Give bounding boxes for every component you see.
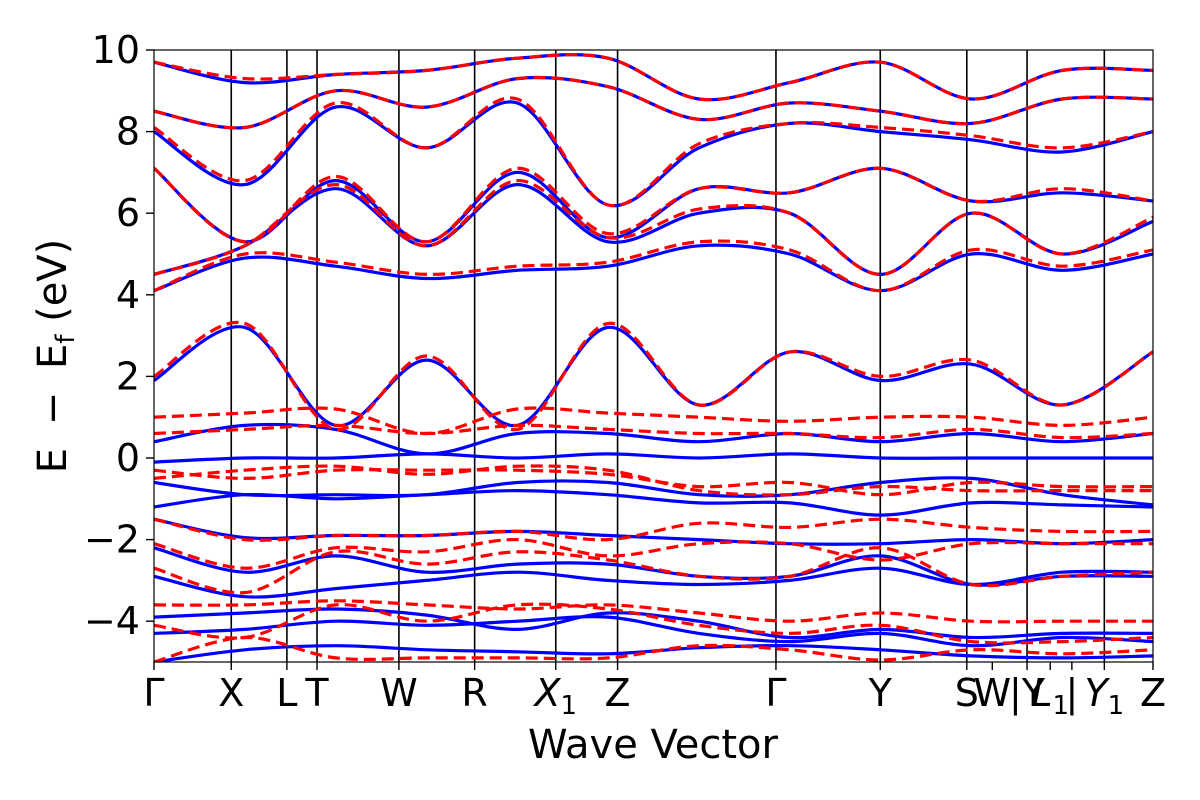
y-axis-ticks: 10 8 6 4 2 0 −2 −4 xyxy=(84,28,154,643)
y-axis-title-e: E xyxy=(30,448,76,473)
red-dashed-band-7 xyxy=(154,468,1153,497)
blue-solid-band-9 xyxy=(154,422,1153,456)
y-tick-label-1: 8 xyxy=(116,110,140,154)
x-tick-label-1: X xyxy=(218,671,244,715)
y-axis-title-sub: f xyxy=(51,334,81,344)
x-tick-label-7: Z xyxy=(605,671,631,715)
x-tick-label-5: R xyxy=(461,671,487,715)
red-dashed-band-0 xyxy=(154,635,1153,662)
y-tick-label-7: −4 xyxy=(84,599,140,643)
red-dashed-band-13 xyxy=(154,166,1153,244)
high-symmetry-lines xyxy=(230,50,1106,662)
blue-solid-band-10 xyxy=(154,325,1153,428)
red-dashed-band-12 xyxy=(154,178,1153,276)
red-dashed-band-5 xyxy=(154,517,1153,542)
x-tick-label-8: Γ xyxy=(765,671,786,715)
red-dashed-band-4 xyxy=(154,537,1153,570)
x-tick-label-13: L1 xyxy=(1031,671,1069,721)
plot-frame xyxy=(153,49,1154,663)
x-tick-label-6: X1 xyxy=(532,671,577,721)
blue-solid-band-2 xyxy=(154,607,1153,640)
y-tick-label-2: 6 xyxy=(116,191,140,235)
x-tick-label-10: S xyxy=(955,671,979,715)
y-tick-label-0: 10 xyxy=(92,28,140,72)
blue-solid-band-6 xyxy=(154,489,1153,517)
red-dashed-band-9 xyxy=(154,406,1153,436)
x-tick-label-16: Z xyxy=(1140,671,1166,715)
blue-solid-band-14 xyxy=(154,100,1153,208)
red-dashed-band-10 xyxy=(154,320,1153,432)
x-tick-label-3: T xyxy=(304,671,329,715)
y-axis-title: E − Ef (eV) xyxy=(30,239,81,474)
x-tick-label-4: W xyxy=(380,671,418,715)
y-axis-title-ef: E xyxy=(30,344,76,369)
y-tick-label-6: −2 xyxy=(84,518,140,562)
blue-solid-band-8 xyxy=(154,452,1153,464)
x-tick-label-2: L xyxy=(276,671,297,715)
x-axis-title: Wave Vector xyxy=(528,722,779,768)
x-axis-ticks: Γ X L T W R X1 Z Γ Y SW|YL1| Y1 Z xyxy=(143,662,1166,721)
y-axis-title-minus: − xyxy=(30,392,76,426)
y-tick-label-3: 4 xyxy=(116,273,140,317)
red-dashed-band-15 xyxy=(154,75,1153,130)
y-axis-title-unit: (eV) xyxy=(30,239,76,335)
red-dashed-band-1 xyxy=(154,602,1153,645)
red-dashed-band-2 xyxy=(154,599,1153,624)
red-dashed-band-16 xyxy=(154,53,1153,102)
x-tick-label-11: W xyxy=(974,671,1012,715)
blue-solid-band-1 xyxy=(154,615,1153,648)
y-tick-label-5: 0 xyxy=(116,436,140,480)
blue-solid-band-5 xyxy=(154,517,1153,546)
red-dashed-band-3 xyxy=(154,546,1153,595)
red-dashed-band-6 xyxy=(154,464,1153,497)
blue-solid-band-7 xyxy=(154,476,1153,507)
y-tick-label-4: 2 xyxy=(116,354,140,398)
x-tick-label-14: | xyxy=(1065,671,1078,716)
band-lines xyxy=(154,53,1153,662)
red-dashed-band-11 xyxy=(154,239,1153,293)
x-tick-label-9: Y xyxy=(868,671,893,715)
x-tick-label-0: Γ xyxy=(143,671,164,715)
plot-area xyxy=(154,50,1153,662)
x-tick-label-12: |Y xyxy=(1009,671,1046,716)
blue-solid-band-11 xyxy=(154,243,1153,293)
x-tick-label-15: Y1 xyxy=(1084,671,1124,721)
